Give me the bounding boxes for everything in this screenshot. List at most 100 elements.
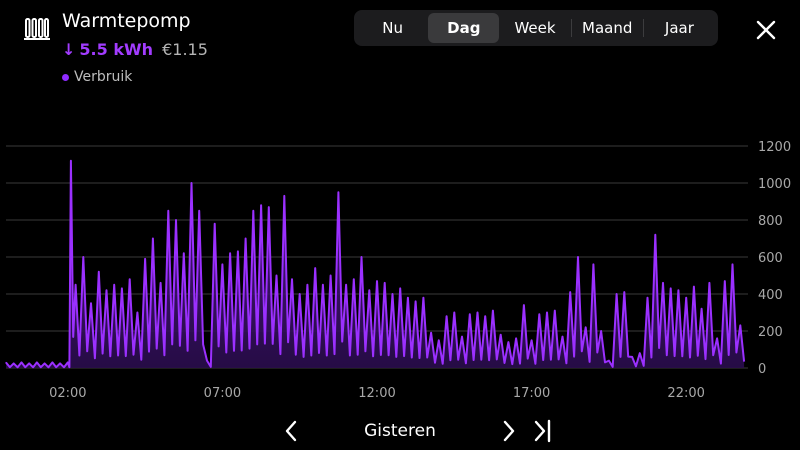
data-point	[685, 297, 687, 299]
divider	[570, 19, 572, 37]
data-point	[368, 289, 370, 291]
data-point	[492, 310, 494, 312]
data-point	[662, 282, 664, 284]
data-point	[384, 282, 386, 284]
data-point	[337, 191, 339, 193]
data-point	[167, 210, 169, 212]
data-point	[445, 315, 448, 317]
data-point	[59, 362, 61, 364]
tab-dag[interactable]: Dag	[428, 13, 500, 43]
data-point	[5, 361, 7, 364]
data-point	[268, 206, 270, 208]
legend: Verbruik	[62, 69, 132, 85]
data-point	[430, 332, 432, 334]
data-point	[144, 258, 146, 260]
data-point	[546, 311, 548, 314]
data-point	[701, 308, 703, 310]
data-point	[391, 293, 394, 295]
data-point	[422, 297, 424, 299]
data-point	[113, 284, 115, 286]
data-point	[252, 210, 254, 212]
data-point	[670, 287, 672, 290]
data-point	[569, 291, 571, 293]
close-icon[interactable]	[754, 18, 778, 42]
data-point	[136, 311, 138, 314]
data-point	[616, 293, 618, 295]
y-tick-label: 400	[758, 288, 783, 303]
skip-to-end-icon[interactable]	[530, 418, 556, 444]
data-point	[183, 252, 185, 254]
data-point	[245, 237, 247, 240]
data-point	[345, 284, 347, 286]
data-point	[484, 315, 486, 317]
data-point	[677, 289, 680, 291]
down-arrow-icon: ↓	[62, 40, 76, 59]
data-point	[399, 287, 401, 290]
header: Warmtepomp ↓ 5.5 kWh €1.15 Verbruik	[0, 0, 800, 100]
tab-jaar[interactable]: Jaar	[664, 19, 694, 37]
data-point	[36, 361, 38, 364]
data-point	[693, 286, 695, 288]
data-point	[291, 278, 293, 280]
data-point	[538, 313, 540, 315]
data-point	[500, 334, 502, 336]
energy-chart: 0 200 400 600 800 1000 1200 02:00 07:00 12:00 17:…	[5, 140, 791, 401]
data-point	[198, 210, 200, 212]
data-point	[739, 324, 741, 327]
data-point	[716, 337, 718, 339]
data-point	[469, 313, 471, 315]
data-point	[623, 291, 625, 293]
data-point	[51, 361, 53, 364]
data-point	[105, 289, 108, 291]
y-tick-label: 1200	[758, 140, 791, 155]
data-point	[415, 300, 417, 302]
legend-label: Verbruik	[74, 69, 133, 85]
legend-dot	[62, 73, 69, 81]
data-point	[360, 256, 363, 258]
x-tick-label: 02:00	[49, 386, 86, 401]
device-title: Warmtepomp	[62, 10, 191, 32]
data-point	[554, 310, 556, 312]
divider	[642, 19, 644, 37]
chevron-left-icon[interactable]	[280, 418, 302, 444]
data-point	[159, 282, 162, 284]
data-point	[306, 284, 309, 286]
x-axis-ticks: 02:00 07:00 12:00 17:00 22:00	[49, 386, 705, 401]
data-point	[561, 335, 564, 338]
period-label: Gisteren	[364, 421, 436, 441]
data-point	[353, 278, 355, 280]
data-point	[13, 362, 15, 364]
radiator-icon	[24, 18, 50, 40]
tab-maand[interactable]: Maand	[582, 19, 633, 37]
data-point	[190, 182, 193, 184]
data-point	[608, 360, 610, 362]
data-point	[70, 160, 72, 162]
data-point	[260, 204, 262, 206]
x-tick-label: 07:00	[204, 386, 241, 401]
tab-week[interactable]: Week	[514, 19, 556, 37]
x-tick-label: 17:00	[513, 386, 550, 401]
data-point	[229, 252, 231, 254]
tab-nu[interactable]: Nu	[382, 19, 403, 37]
data-point	[175, 219, 177, 221]
period-selector: Nu Dag Week Maand Jaar	[354, 10, 718, 46]
data-point	[515, 337, 517, 339]
data-point	[67, 361, 69, 364]
data-point	[90, 302, 92, 304]
data-point	[299, 293, 301, 295]
cost-value: €1.15	[162, 40, 208, 59]
series-line	[5, 159, 746, 369]
x-tick-label: 12:00	[358, 386, 395, 401]
data-point	[314, 267, 316, 269]
y-tick-label: 0	[758, 362, 766, 377]
data-point	[283, 195, 285, 197]
y-tick-label: 800	[758, 214, 783, 229]
data-point	[20, 361, 23, 364]
series-area	[6, 160, 745, 368]
data-point	[453, 311, 455, 314]
data-point	[523, 304, 525, 306]
data-point	[330, 274, 332, 277]
data-point	[639, 352, 641, 354]
data-point	[600, 330, 602, 332]
chevron-right-icon[interactable]	[498, 418, 520, 444]
